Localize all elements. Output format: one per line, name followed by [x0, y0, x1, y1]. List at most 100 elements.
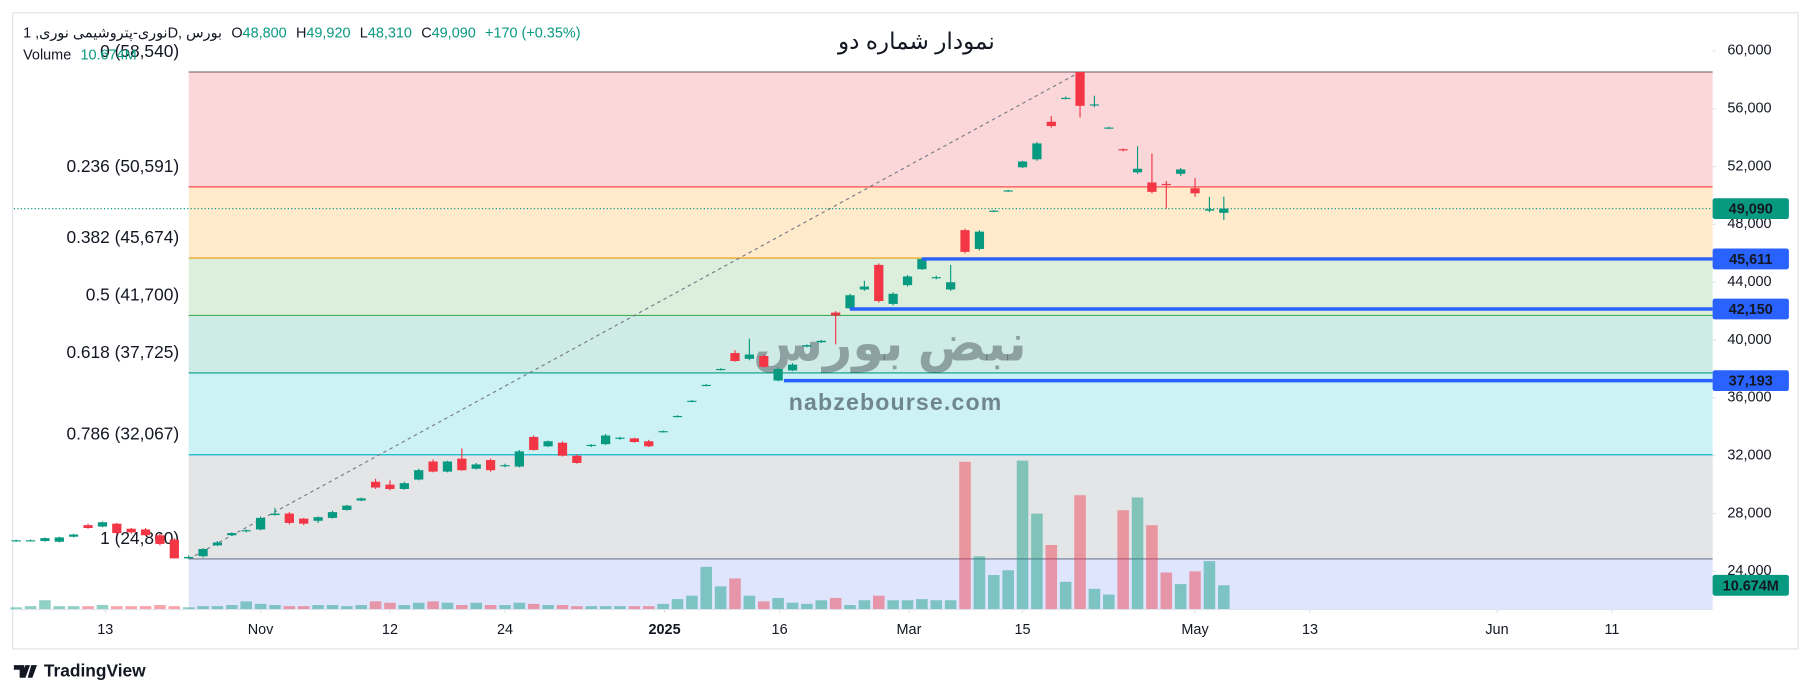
- candle-body: [629, 438, 639, 442]
- volume-header: Volume 10.674M: [23, 47, 137, 63]
- volume-bar: [973, 556, 986, 610]
- candle-body: [773, 368, 783, 381]
- volume-bar: [944, 600, 957, 610]
- x-tick-label: 16: [772, 622, 788, 638]
- candle-body: [1147, 182, 1157, 192]
- volume-bar: [556, 605, 569, 610]
- tradingview-logo: TradingView: [13, 661, 146, 681]
- candle-body: [126, 528, 136, 533]
- volume-bar: [1160, 572, 1173, 610]
- volume-bar: [542, 605, 554, 610]
- candle-body: [54, 537, 64, 542]
- candle-body: [1075, 72, 1085, 106]
- volume-bar: [470, 602, 482, 610]
- volume-bar: [10, 607, 22, 610]
- volume-bar: [24, 606, 37, 610]
- trend-line: [188, 71, 1081, 560]
- volume-bar: [1131, 497, 1144, 610]
- fib-level-label: 0.382 (45,674): [66, 227, 179, 247]
- ohlc-key: C: [421, 25, 431, 41]
- candle-body: [802, 345, 812, 347]
- fib-level-label: 0 (58,540): [100, 41, 179, 61]
- candle-body: [716, 368, 726, 371]
- candle-body: [327, 512, 338, 518]
- x-tick-label: May: [1181, 622, 1209, 638]
- volume-bar: [901, 600, 914, 610]
- hline-price-label: 42,150: [1729, 302, 1773, 318]
- volume-bar: [1002, 570, 1014, 610]
- y-tick-label: 44,000: [1727, 274, 1771, 290]
- volume-last-box: [1712, 574, 1789, 596]
- candle-body: [701, 384, 711, 387]
- x-tick-label: Nov: [248, 622, 274, 638]
- volume-bar: [1088, 588, 1101, 610]
- last-price-label: 49,090: [1729, 202, 1773, 218]
- candle-body: [442, 461, 453, 472]
- x-tick-label: 2025: [649, 622, 681, 638]
- candle-body: [370, 481, 381, 488]
- candle-body: [960, 230, 970, 252]
- candle-body: [557, 442, 568, 456]
- candle-body: [1061, 97, 1071, 100]
- candle-body: [299, 518, 309, 524]
- candle-body: [874, 264, 884, 302]
- candle-body: [917, 259, 927, 270]
- hline-price-box: [1712, 248, 1789, 270]
- volume-bar: [355, 605, 367, 610]
- candle-body: [169, 539, 179, 559]
- volume-bar: [111, 606, 123, 610]
- candle-body: [1176, 169, 1186, 174]
- volume-bar: [729, 578, 741, 610]
- candle-body: [744, 354, 755, 359]
- fib-level-label: 0.786 (32,067): [66, 424, 179, 444]
- volume-bar: [427, 601, 439, 610]
- volume-bar: [700, 566, 713, 610]
- volume-bar: [858, 600, 871, 610]
- hline-price-label: 37,193: [1729, 374, 1773, 390]
- volume-bar: [39, 600, 51, 610]
- volume-bar: [628, 606, 641, 610]
- fib-band: [188, 454, 1713, 559]
- volume-bar: [1218, 585, 1230, 610]
- candle-body: [572, 455, 582, 463]
- y-tick-label: 56,000: [1727, 101, 1771, 117]
- volume-bar: [456, 605, 468, 610]
- volume-bar: [283, 606, 296, 610]
- x-tick-label: 13: [97, 622, 113, 638]
- volume-bar: [571, 606, 583, 610]
- volume-bar: [585, 606, 598, 610]
- candle-body: [227, 533, 237, 536]
- fib-band: [188, 558, 1713, 610]
- volume-bar: [1146, 525, 1158, 610]
- fib-level-label: 0.236 (50,591): [66, 156, 179, 176]
- candle-body: [586, 444, 596, 447]
- candle-body: [1046, 121, 1056, 127]
- volume-bar: [1117, 510, 1129, 610]
- volume-value: 10.674M: [80, 47, 136, 63]
- volume-bar: [499, 605, 511, 610]
- volume-bar: [801, 603, 813, 610]
- volume-bar: [154, 605, 166, 610]
- candle-body: [931, 277, 941, 279]
- volume-bar: [139, 606, 152, 610]
- volume-bar: [1045, 544, 1058, 610]
- candle-body: [1161, 183, 1171, 186]
- volume-bar: [211, 606, 224, 610]
- candle-body: [1104, 127, 1114, 129]
- volume-bar: [988, 575, 1000, 610]
- x-tick-label: 13: [1302, 622, 1318, 638]
- volume-bar: [743, 595, 756, 610]
- candle-body: [514, 451, 524, 467]
- volume-bar: [67, 606, 80, 610]
- candle-body: [1032, 143, 1042, 160]
- volume-bar: [844, 605, 856, 610]
- hline-price-box: [1712, 370, 1789, 392]
- candle-body: [1190, 188, 1200, 194]
- volume-bar: [829, 597, 842, 610]
- symbol: نوری-پتروشیمی نوری, 1D, بورس: [23, 25, 222, 41]
- legend-header: نوری-پتروشیمی نوری, 1D, بورس O48,800 H49,9…: [23, 25, 580, 41]
- candle-body: [356, 498, 366, 501]
- candle-body: [1204, 209, 1215, 211]
- volume-bar: [312, 605, 324, 610]
